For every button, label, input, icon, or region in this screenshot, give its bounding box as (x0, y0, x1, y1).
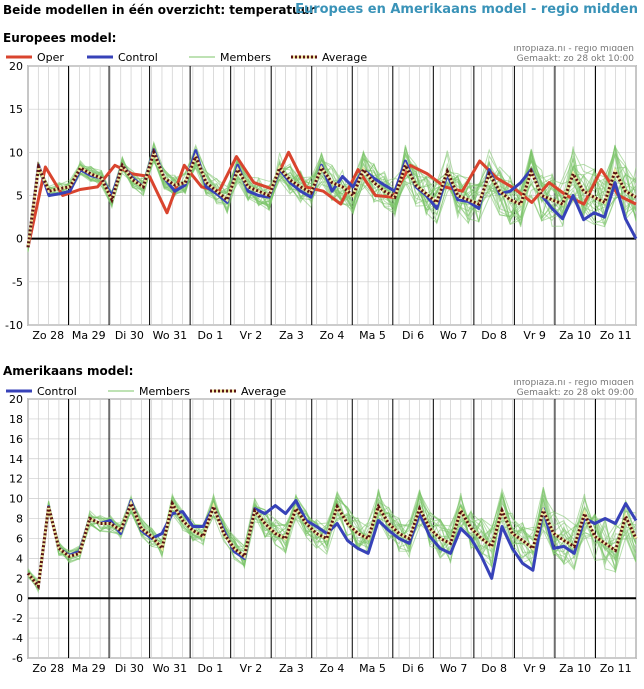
y-tick-label: 14 (9, 453, 23, 466)
american-model-chart: Control Members Average Infoplaza.nl - regi… (6, 380, 638, 675)
x-tick-label: Wo 31 (153, 329, 187, 342)
x-tick-label: Vr 2 (240, 329, 263, 342)
x-tick-label: Ma 29 (72, 662, 106, 675)
x-tick-label: Za 3 (279, 662, 304, 675)
credit-line-2: Gemaakt: zo 28 okt 10:00 (517, 54, 635, 64)
x-tick-label: Zo 28 (32, 329, 64, 342)
x-tick-label: Wo 7 (440, 329, 467, 342)
legend-label-members: Members (220, 51, 271, 64)
y-tick-label: 12 (9, 473, 23, 486)
y-tick-label: 6 (16, 532, 23, 545)
legend-label-average: Average (241, 385, 286, 398)
x-tick-label: Vr 2 (240, 662, 263, 675)
x-tick-label: Do 8 (481, 329, 507, 342)
x-tick-label: Vr 9 (523, 662, 546, 675)
y-tick-label: 5 (16, 190, 23, 203)
legend-label-control: Control (118, 51, 158, 64)
x-tick-label: Ma 5 (359, 329, 386, 342)
y-tick-label: -5 (12, 276, 23, 289)
x-tick-label: Zo 11 (600, 329, 632, 342)
y-tick-label: -2 (12, 612, 23, 625)
legend-label-average: Average (322, 51, 367, 64)
legend: Control Members Average (6, 385, 286, 398)
legend: Oper Control Members Average (6, 51, 367, 64)
legend-label-control: Control (37, 385, 77, 398)
x-tick-label: Ma 29 (72, 329, 106, 342)
y-tick-label: 18 (9, 413, 23, 426)
x-tick-label: Zo 4 (320, 329, 345, 342)
x-tick-label: Zo 11 (600, 662, 632, 675)
y-tick-label: 16 (9, 433, 23, 446)
x-tick-label: Di 6 (402, 662, 424, 675)
y-tick-label: 15 (9, 103, 23, 116)
y-tick-label: 10 (9, 493, 23, 506)
legend-label-members: Members (139, 385, 190, 398)
x-tick-label: Vr 9 (523, 329, 546, 342)
average-series-line (26, 499, 638, 591)
x-tick-label: Zo 4 (320, 662, 345, 675)
member-series-line (27, 148, 637, 246)
y-tick-label: -10 (5, 319, 23, 332)
x-tick-label: Za 3 (279, 329, 304, 342)
y-tick-label: 8 (16, 513, 23, 526)
y-tick-label: -6 (12, 652, 23, 665)
x-tick-label: Di 30 (115, 662, 144, 675)
y-tick-label: 20 (9, 60, 23, 73)
average-series-line (26, 147, 637, 248)
x-tick-label: Wo 31 (153, 662, 187, 675)
x-tick-label: Wo 7 (440, 662, 467, 675)
credit-line-2: Gemaakt: zo 28 okt 09:00 (517, 388, 635, 398)
european-model-chart: Oper Control Members Average Infoplaza.nl - … (5, 46, 638, 342)
x-tick-label: Za 10 (559, 662, 591, 675)
y-tick-label: 2 (16, 572, 23, 585)
y-tick-label: 20 (9, 393, 23, 406)
credit-line-1: Infoplaza.nl - regio midden (513, 46, 634, 54)
y-tick-label: 4 (16, 552, 23, 565)
x-tick-label: Zo 28 (32, 662, 64, 675)
page-subtitle: Europees en Amerikaans model - regio mid… (295, 2, 638, 17)
x-tick-label: Do 1 (198, 329, 224, 342)
x-tick-label: Di 6 (402, 329, 424, 342)
x-tick-label: Ma 5 (359, 662, 386, 675)
y-tick-label: 0 (16, 592, 23, 605)
x-tick-label: Do 8 (481, 662, 507, 675)
y-tick-label: -4 (12, 632, 23, 645)
page-header: Beide modellen in één overzicht: tempera… (0, 0, 644, 22)
x-tick-label: Di 30 (115, 329, 144, 342)
section-title-european: Europees model: (3, 31, 117, 45)
x-tick-label: Do 1 (198, 662, 224, 675)
x-tick-label: Za 10 (559, 329, 591, 342)
credit-line-1: Infoplaza.nl - regio midden (513, 380, 634, 388)
y-tick-label: 10 (9, 146, 23, 159)
page-title: Beide modellen in één overzicht: tempera… (3, 3, 316, 17)
legend-label-oper: Oper (37, 51, 64, 64)
section-title-american: Amerikaans model: (3, 364, 134, 378)
y-tick-label: 0 (16, 233, 23, 246)
